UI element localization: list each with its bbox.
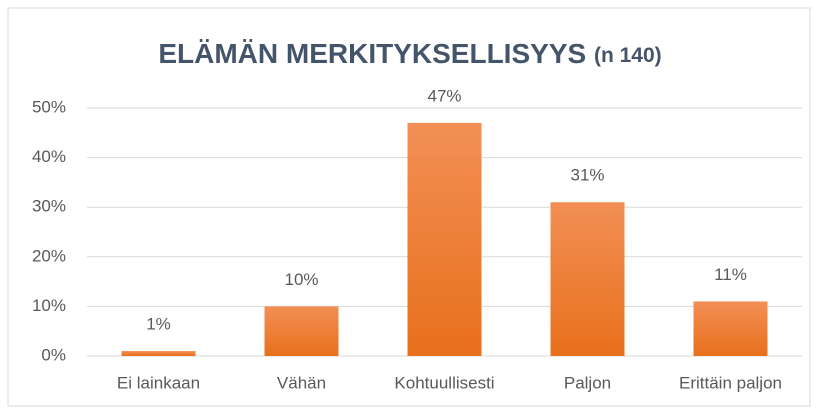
data-label: 47% [427, 86, 461, 105]
bar [407, 122, 482, 356]
bar [693, 301, 768, 356]
x-tick-label: Paljon [564, 373, 611, 392]
y-tick-label: 30% [32, 197, 66, 216]
y-tick-label: 50% [32, 97, 66, 116]
title-main: ELÄMÄN MERKITYKSELLISYYS [158, 38, 586, 69]
bar [550, 202, 625, 356]
data-label: 31% [570, 166, 604, 185]
x-tick-label: Vähän [277, 373, 326, 392]
data-label: 1% [146, 315, 171, 334]
chart-title: ELÄMÄN MERKITYKSELLISYYS (n 140) [158, 38, 661, 69]
y-tick-label: 10% [32, 296, 66, 315]
y-tick-label: 40% [32, 147, 66, 166]
bar [121, 351, 196, 356]
x-tick-label: Kohtuullisesti [394, 373, 494, 392]
y-tick-label: 0% [41, 345, 66, 364]
x-tick-label: Ei lainkaan [117, 373, 200, 392]
data-label: 11% [714, 265, 747, 284]
data-label: 10% [284, 270, 318, 289]
bar [264, 306, 339, 356]
y-tick-label: 20% [32, 246, 66, 265]
title-note: (n 140) [594, 44, 662, 67]
x-tick-label: Erittäin paljon [679, 373, 782, 392]
